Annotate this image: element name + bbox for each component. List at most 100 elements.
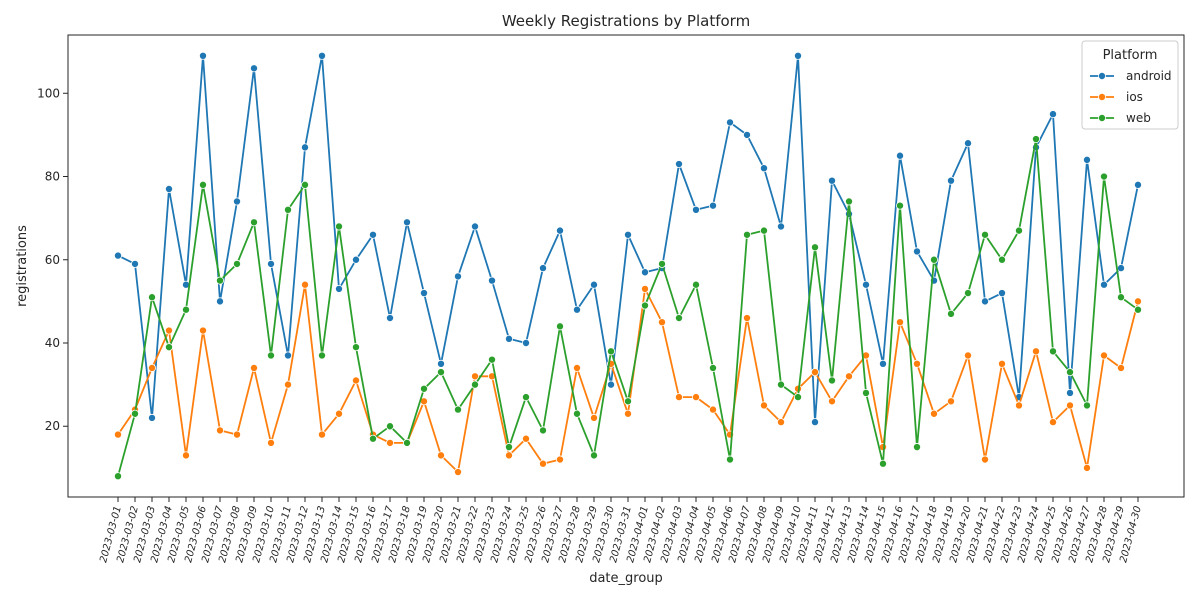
data-point-web <box>453 405 462 414</box>
data-point-android <box>760 164 769 173</box>
data-point-ios <box>1100 351 1109 360</box>
data-point-web <box>1015 226 1024 235</box>
data-point-android <box>794 51 803 60</box>
data-point-ios <box>522 434 531 443</box>
legend-label: ios <box>1126 90 1143 104</box>
data-point-ios <box>215 426 224 435</box>
data-point-android <box>198 51 207 60</box>
data-point-web <box>743 230 752 239</box>
data-point-android <box>334 284 343 293</box>
data-point-web <box>317 351 326 360</box>
data-point-web <box>1066 368 1075 377</box>
data-point-ios <box>1066 401 1075 410</box>
data-point-web <box>147 293 156 302</box>
data-point-web <box>556 322 565 331</box>
data-point-web <box>402 438 411 447</box>
data-point-web <box>300 180 309 189</box>
data-point-web <box>436 368 445 377</box>
data-point-android <box>266 259 275 268</box>
data-point-web <box>1083 401 1092 410</box>
data-point-web <box>692 280 701 289</box>
y-tick-label: 40 <box>45 336 60 350</box>
data-point-ios <box>334 409 343 418</box>
data-point-ios <box>249 363 258 372</box>
data-point-web <box>658 259 667 268</box>
data-point-web <box>913 443 922 452</box>
data-point-ios <box>947 397 956 406</box>
data-point-android <box>249 64 258 73</box>
data-point-ios <box>453 468 462 477</box>
y-tick-label: 80 <box>45 170 60 184</box>
data-point-android <box>590 280 599 289</box>
data-point-android <box>114 251 123 260</box>
data-point-android <box>300 143 309 152</box>
data-point-web <box>334 222 343 231</box>
data-point-android <box>522 338 531 347</box>
data-point-android <box>368 230 377 239</box>
data-point-web <box>249 218 258 227</box>
data-point-android <box>283 351 292 360</box>
data-point-ios <box>504 451 513 460</box>
data-point-ios <box>930 409 939 418</box>
data-point-ios <box>777 418 786 427</box>
data-point-web <box>930 255 939 264</box>
legend-item-web: web <box>1090 111 1151 125</box>
data-point-ios <box>1117 363 1126 372</box>
chart-title: Weekly Registrations by Platform <box>502 12 750 30</box>
data-point-ios <box>317 430 326 439</box>
x-axis-label: date_group <box>589 571 663 586</box>
data-point-android <box>317 51 326 60</box>
data-point-ios <box>556 455 565 464</box>
legend-swatch-marker <box>1098 93 1107 102</box>
data-point-android <box>1049 110 1058 119</box>
series-layer <box>114 51 1143 481</box>
legend-items: android ios web <box>1090 69 1172 125</box>
data-point-android <box>777 222 786 231</box>
data-point-web <box>709 363 718 372</box>
legend-item-ios: ios <box>1090 90 1143 104</box>
data-point-web <box>879 459 888 468</box>
x-axis: 2023-03-012023-03-022023-03-032023-03-04… <box>98 497 1144 564</box>
data-point-android <box>913 247 922 256</box>
data-point-web <box>1049 347 1058 356</box>
data-point-android <box>1083 155 1092 164</box>
data-point-web <box>777 380 786 389</box>
data-point-ios <box>709 405 718 414</box>
data-point-web <box>675 314 684 323</box>
data-point-ios <box>147 363 156 372</box>
data-point-android <box>1100 280 1109 289</box>
data-point-ios <box>1083 463 1092 472</box>
data-point-web <box>828 376 837 385</box>
data-point-web <box>114 472 123 481</box>
legend-title: Platform <box>1103 48 1158 63</box>
data-point-android <box>130 259 139 268</box>
data-point-android <box>402 218 411 227</box>
data-point-ios <box>470 372 479 381</box>
data-point-ios <box>624 409 633 418</box>
legend-box <box>1081 40 1179 130</box>
data-point-android <box>504 334 513 343</box>
data-point-ios <box>351 376 360 385</box>
data-point-ios <box>1015 401 1024 410</box>
series-line-android <box>117 54 1139 424</box>
data-point-web <box>1117 293 1126 302</box>
y-axis: 20 40 60 80 100 <box>37 86 68 433</box>
data-point-web <box>981 230 990 239</box>
data-point-web <box>181 305 190 314</box>
data-point-ios <box>811 368 820 377</box>
data-point-ios <box>896 318 905 327</box>
data-point-android <box>641 268 650 277</box>
data-point-ios <box>1049 418 1058 427</box>
series-ios <box>114 280 1143 477</box>
data-point-web <box>385 422 394 431</box>
data-point-web <box>607 347 616 356</box>
data-point-web <box>215 276 224 285</box>
data-point-ios <box>164 326 173 335</box>
data-point-android <box>709 201 718 210</box>
data-point-ios <box>590 413 599 422</box>
data-point-android <box>624 230 633 239</box>
data-point-android <box>385 314 394 323</box>
series-web <box>114 135 1143 481</box>
data-point-android <box>743 130 752 139</box>
data-point-ios <box>964 351 973 360</box>
